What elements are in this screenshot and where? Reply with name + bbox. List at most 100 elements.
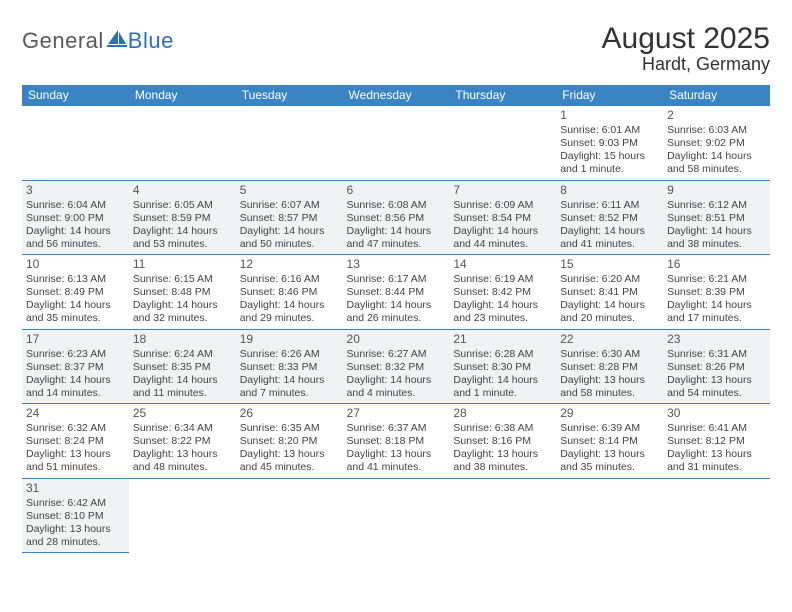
calendar-day-cell: 25Sunrise: 6:34 AMSunset: 8:22 PMDayligh… [129,404,236,479]
sunrise-text: Sunrise: 6:19 AM [453,273,552,286]
day-number: 19 [240,332,339,347]
daylight-text: Daylight: 14 hours and 58 minutes. [667,150,766,176]
calendar-week-row: 24Sunrise: 6:32 AMSunset: 8:24 PMDayligh… [22,404,770,479]
daylight-text: Daylight: 14 hours and 32 minutes. [133,299,232,325]
day-number: 22 [560,332,659,347]
daylight-text: Daylight: 15 hours and 1 minute. [560,150,659,176]
sunset-text: Sunset: 8:22 PM [133,435,232,448]
daylight-text: Daylight: 13 hours and 45 minutes. [240,448,339,474]
sunrise-text: Sunrise: 6:20 AM [560,273,659,286]
sunset-text: Sunset: 8:18 PM [347,435,446,448]
day-number: 21 [453,332,552,347]
sunrise-text: Sunrise: 6:21 AM [667,273,766,286]
daylight-text: Daylight: 14 hours and 47 minutes. [347,225,446,251]
calendar-day-cell: 6Sunrise: 6:08 AMSunset: 8:56 PMDaylight… [343,180,450,255]
day-details: Sunrise: 6:24 AMSunset: 8:35 PMDaylight:… [133,348,232,401]
day-details: Sunrise: 6:09 AMSunset: 8:54 PMDaylight:… [453,199,552,252]
calendar-day-cell: 4Sunrise: 6:05 AMSunset: 8:59 PMDaylight… [129,180,236,255]
calendar-week-row: 3Sunrise: 6:04 AMSunset: 9:00 PMDaylight… [22,180,770,255]
daylight-text: Daylight: 13 hours and 54 minutes. [667,374,766,400]
sunrise-text: Sunrise: 6:15 AM [133,273,232,286]
daylight-text: Daylight: 13 hours and 28 minutes. [26,523,125,549]
daylight-text: Daylight: 14 hours and 44 minutes. [453,225,552,251]
calendar-empty-cell [236,478,343,553]
sunset-text: Sunset: 8:14 PM [560,435,659,448]
sunrise-text: Sunrise: 6:37 AM [347,422,446,435]
day-details: Sunrise: 6:17 AMSunset: 8:44 PMDaylight:… [347,273,446,326]
day-number: 30 [667,406,766,421]
sunrise-text: Sunrise: 6:12 AM [667,199,766,212]
sunset-text: Sunset: 9:00 PM [26,212,125,225]
day-details: Sunrise: 6:39 AMSunset: 8:14 PMDaylight:… [560,422,659,475]
sunset-text: Sunset: 8:42 PM [453,286,552,299]
calendar-header-row: Sunday Monday Tuesday Wednesday Thursday… [22,85,770,106]
day-number: 15 [560,257,659,272]
logo-sail-icon [106,28,128,51]
calendar-empty-cell [129,106,236,181]
daylight-text: Daylight: 14 hours and 17 minutes. [667,299,766,325]
day-number: 4 [133,183,232,198]
sunset-text: Sunset: 9:03 PM [560,137,659,150]
daylight-text: Daylight: 14 hours and 50 minutes. [240,225,339,251]
day-details: Sunrise: 6:32 AMSunset: 8:24 PMDaylight:… [26,422,125,475]
sunset-text: Sunset: 8:56 PM [347,212,446,225]
day-details: Sunrise: 6:37 AMSunset: 8:18 PMDaylight:… [347,422,446,475]
calendar-week-row: 31Sunrise: 6:42 AMSunset: 8:10 PMDayligh… [22,478,770,553]
sunset-text: Sunset: 8:51 PM [667,212,766,225]
day-number: 8 [560,183,659,198]
day-header: Saturday [663,85,770,106]
sunset-text: Sunset: 8:59 PM [133,212,232,225]
location-label: Hardt, Germany [602,54,770,75]
calendar-empty-cell [22,106,129,181]
calendar-day-cell: 15Sunrise: 6:20 AMSunset: 8:41 PMDayligh… [556,255,663,330]
sunrise-text: Sunrise: 6:13 AM [26,273,125,286]
day-details: Sunrise: 6:30 AMSunset: 8:28 PMDaylight:… [560,348,659,401]
sunrise-text: Sunrise: 6:28 AM [453,348,552,361]
day-number: 7 [453,183,552,198]
day-details: Sunrise: 6:01 AMSunset: 9:03 PMDaylight:… [560,124,659,177]
day-number: 25 [133,406,232,421]
calendar-body: 1Sunrise: 6:01 AMSunset: 9:03 PMDaylight… [22,106,770,553]
calendar-day-cell: 19Sunrise: 6:26 AMSunset: 8:33 PMDayligh… [236,329,343,404]
day-details: Sunrise: 6:27 AMSunset: 8:32 PMDaylight:… [347,348,446,401]
calendar-week-row: 17Sunrise: 6:23 AMSunset: 8:37 PMDayligh… [22,329,770,404]
day-details: Sunrise: 6:38 AMSunset: 8:16 PMDaylight:… [453,422,552,475]
sunset-text: Sunset: 8:12 PM [667,435,766,448]
calendar-day-cell: 20Sunrise: 6:27 AMSunset: 8:32 PMDayligh… [343,329,450,404]
calendar-empty-cell [236,106,343,181]
sunrise-text: Sunrise: 6:39 AM [560,422,659,435]
day-details: Sunrise: 6:03 AMSunset: 9:02 PMDaylight:… [667,124,766,177]
day-details: Sunrise: 6:04 AMSunset: 9:00 PMDaylight:… [26,199,125,252]
sunset-text: Sunset: 8:26 PM [667,361,766,374]
day-details: Sunrise: 6:34 AMSunset: 8:22 PMDaylight:… [133,422,232,475]
daylight-text: Daylight: 14 hours and 14 minutes. [26,374,125,400]
day-details: Sunrise: 6:31 AMSunset: 8:26 PMDaylight:… [667,348,766,401]
daylight-text: Daylight: 13 hours and 58 minutes. [560,374,659,400]
sunrise-text: Sunrise: 6:04 AM [26,199,125,212]
sunset-text: Sunset: 8:33 PM [240,361,339,374]
day-number: 27 [347,406,446,421]
sunset-text: Sunset: 8:32 PM [347,361,446,374]
day-number: 17 [26,332,125,347]
day-details: Sunrise: 6:07 AMSunset: 8:57 PMDaylight:… [240,199,339,252]
day-number: 18 [133,332,232,347]
day-details: Sunrise: 6:15 AMSunset: 8:48 PMDaylight:… [133,273,232,326]
sunrise-text: Sunrise: 6:38 AM [453,422,552,435]
daylight-text: Daylight: 14 hours and 29 minutes. [240,299,339,325]
calendar-empty-cell [129,478,236,553]
day-header: Tuesday [236,85,343,106]
calendar-day-cell: 28Sunrise: 6:38 AMSunset: 8:16 PMDayligh… [449,404,556,479]
day-details: Sunrise: 6:35 AMSunset: 8:20 PMDaylight:… [240,422,339,475]
sunset-text: Sunset: 8:24 PM [26,435,125,448]
sunset-text: Sunset: 8:57 PM [240,212,339,225]
calendar-day-cell: 2Sunrise: 6:03 AMSunset: 9:02 PMDaylight… [663,106,770,181]
calendar-week-row: 1Sunrise: 6:01 AMSunset: 9:03 PMDaylight… [22,106,770,181]
daylight-text: Daylight: 14 hours and 7 minutes. [240,374,339,400]
sunrise-text: Sunrise: 6:16 AM [240,273,339,286]
day-number: 23 [667,332,766,347]
sunrise-text: Sunrise: 6:30 AM [560,348,659,361]
daylight-text: Daylight: 13 hours and 35 minutes. [560,448,659,474]
day-header: Monday [129,85,236,106]
logo: General Blue [22,22,174,54]
daylight-text: Daylight: 14 hours and 23 minutes. [453,299,552,325]
